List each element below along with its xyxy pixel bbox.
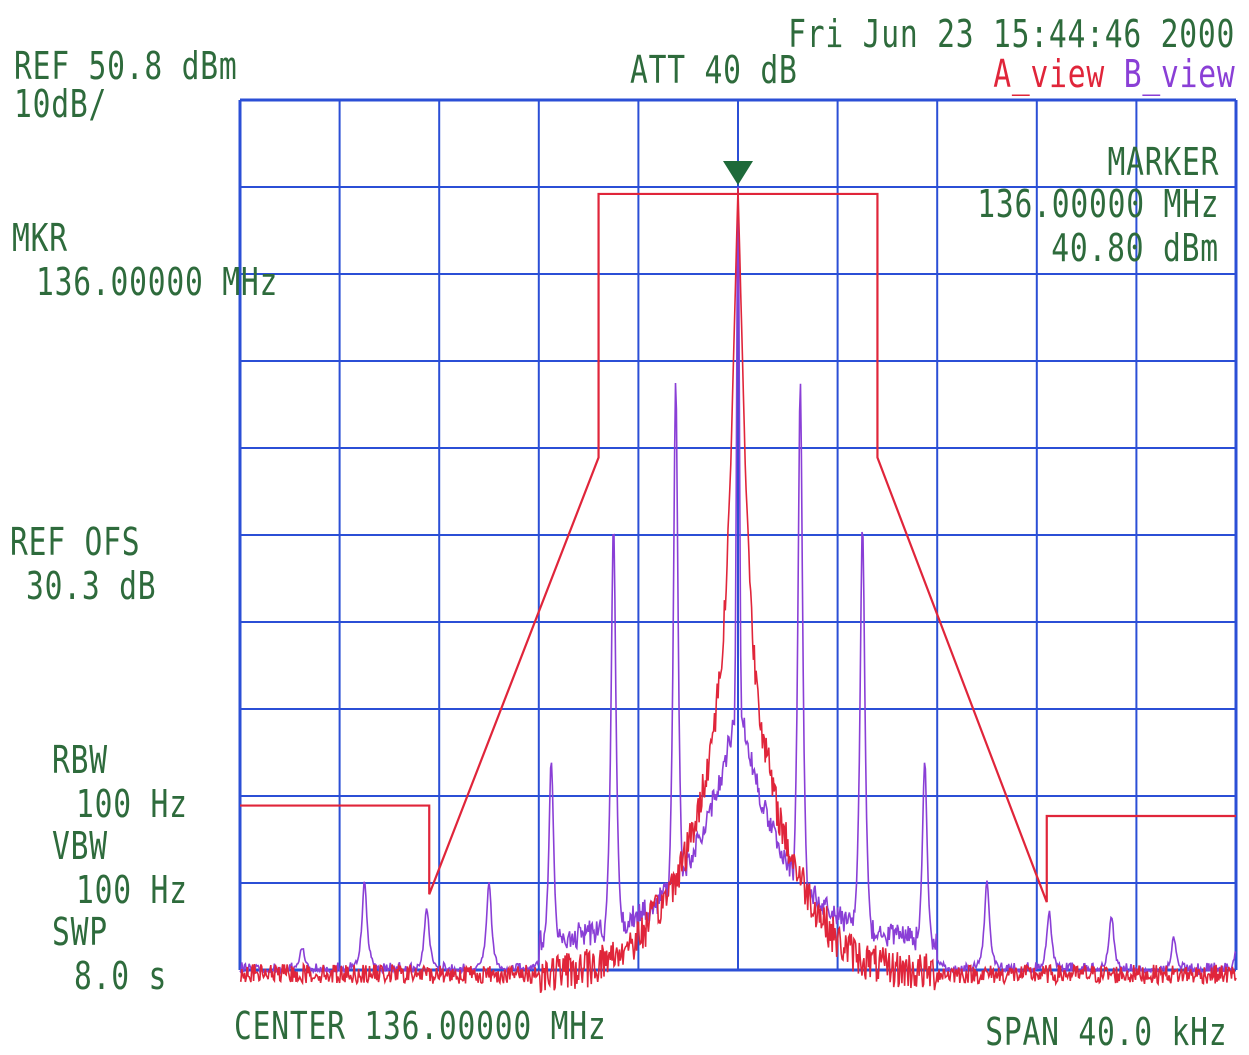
- datetime: Fri Jun 23 15:44:46 2000: [787, 12, 1235, 56]
- scale-per-div: 10dB/: [14, 82, 108, 126]
- vbw-label: VBW: [52, 824, 108, 868]
- center-frequency: CENTER 136.00000 MHz: [234, 1004, 607, 1048]
- marker-level: 40.80 dBm: [1051, 226, 1219, 270]
- rbw-label: RBW: [52, 738, 108, 782]
- ref-level: REF 50.8 dBm: [14, 44, 238, 88]
- mkr-label: MKR: [12, 216, 68, 260]
- rbw-value: 100 Hz: [76, 782, 188, 826]
- marker-triangle-icon: [723, 161, 753, 185]
- trace-b-view: [239, 186, 1237, 977]
- mkr-frequency: 136.00000 MHz: [36, 260, 279, 304]
- swp-value: 8.0 s: [74, 954, 168, 998]
- span: SPAN 40.0 kHz: [984, 1010, 1227, 1054]
- legend-a-view: A_view: [992, 52, 1105, 96]
- ref-ofs-label: REF OFS: [10, 520, 141, 564]
- swp-label: SWP: [52, 910, 108, 954]
- vbw-value: 100 Hz: [76, 868, 188, 912]
- attenuation: ATT 40 dB: [630, 48, 798, 92]
- marker-title: MARKER: [1107, 140, 1219, 184]
- trace-a-view: [239, 188, 1237, 994]
- view-legend: A_view B_view: [993, 54, 1235, 94]
- marker-frequency: 136.00000 MHz: [976, 182, 1219, 226]
- traces: [239, 186, 1237, 994]
- legend-b-view: B_view: [1123, 52, 1235, 96]
- ref-ofs-value: 30.3 dB: [26, 564, 157, 608]
- marker-layer: [723, 161, 753, 185]
